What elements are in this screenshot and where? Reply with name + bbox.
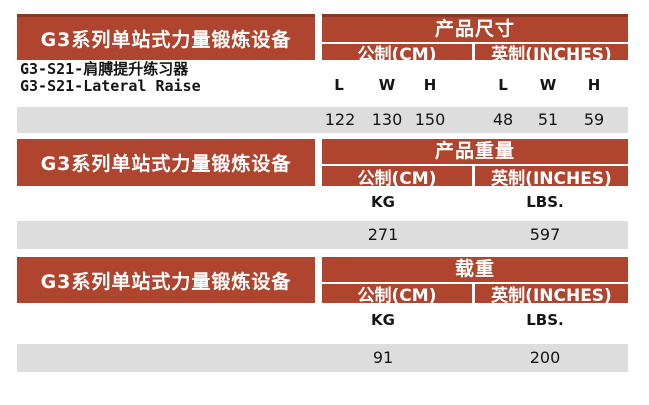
weight-lbs-header: LBS.	[526, 193, 564, 211]
product-model: G3-S21-肩膊提升练习器 G3-S21-Lateral Raise	[20, 61, 201, 95]
col-header-imperial-w: W	[539, 76, 557, 94]
dimensions-unit-row: 公制(CM) 英制(INCHES)	[322, 44, 628, 60]
cell-gap-3	[315, 257, 322, 303]
dim-imperial-w-value: 51	[537, 110, 559, 129]
product-model-en: G3-S21-Lateral Raise	[20, 77, 201, 95]
weight-value-row	[17, 221, 628, 249]
series-title-3: G3系列单站式力量锻炼设备	[40, 270, 292, 293]
dimensions-value-row	[17, 107, 628, 133]
load-lbs-value: 200	[529, 348, 561, 367]
product-model-cn: G3-S21-肩膊提升练习器	[20, 60, 189, 78]
weight-unit-row: 公制(CM) 英制(INCHES)	[322, 166, 628, 186]
col-header-imperial-l: L	[498, 76, 508, 94]
dimensions-panel: 产品尺寸 公制(CM) 英制(INCHES)	[322, 14, 628, 60]
metric-label-1: 公制(CM)	[357, 44, 437, 61]
imperial-label-3: 英制(INCHES)	[491, 286, 612, 303]
series-title-cell-3: G3系列单站式力量锻炼设备	[17, 257, 315, 303]
load-lbs-header: LBS.	[526, 311, 564, 329]
section-load-band: G3系列单站式力量锻炼设备 载重 公制(CM) 英制(INCHES)	[17, 257, 628, 303]
dim-metric-h-value: 150	[414, 110, 446, 129]
weight-kg-value: 271	[367, 225, 399, 244]
cell-gap-2	[315, 139, 322, 186]
weight-kg-header: KG	[371, 193, 395, 211]
unit-divider-1	[472, 44, 475, 60]
load-panel: 载重 公制(CM) 英制(INCHES)	[322, 257, 628, 303]
series-title-cell-1: G3系列单站式力量锻炼设备	[17, 14, 315, 60]
load-kg-header: KG	[371, 311, 395, 329]
weight-panel: 产品重量 公制(CM) 英制(INCHES)	[322, 139, 628, 186]
cell-gap-1	[315, 14, 322, 60]
weight-title: 产品重量	[322, 139, 628, 166]
section-dimensions-band: G3系列单站式力量锻炼设备 产品尺寸 公制(CM) 英制(INCHES)	[17, 14, 628, 60]
weight-lbs-value: 597	[529, 225, 561, 244]
col-header-metric-w: W	[378, 76, 396, 94]
unit-divider-3	[472, 284, 475, 303]
load-kg-value: 91	[372, 348, 394, 367]
series-title-cell-2: G3系列单站式力量锻炼设备	[17, 139, 315, 186]
unit-divider-2	[472, 166, 475, 186]
col-header-metric-l: L	[334, 76, 344, 94]
dim-metric-w-value: 130	[371, 110, 403, 129]
series-title-1: G3系列单站式力量锻炼设备	[40, 29, 292, 51]
metric-label-2: 公制(CM)	[357, 168, 437, 187]
load-value-row	[17, 344, 628, 372]
col-header-imperial-h: H	[587, 76, 601, 94]
dim-imperial-h-value: 59	[583, 110, 605, 129]
load-unit-row: 公制(CM) 英制(INCHES)	[322, 284, 628, 303]
dim-metric-l-value: 122	[324, 110, 356, 129]
metric-label-3: 公制(CM)	[357, 286, 437, 303]
dimensions-title: 产品尺寸	[322, 17, 628, 44]
imperial-label-1: 英制(INCHES)	[491, 44, 612, 61]
section-weight-band: G3系列单站式力量锻炼设备 产品重量 公制(CM) 英制(INCHES)	[17, 139, 628, 186]
series-title-2: G3系列单站式力量锻炼设备	[40, 153, 292, 175]
col-header-metric-h: H	[423, 76, 437, 94]
dim-imperial-l-value: 48	[492, 110, 514, 129]
load-title: 载重	[322, 257, 628, 284]
imperial-label-2: 英制(INCHES)	[491, 168, 612, 187]
